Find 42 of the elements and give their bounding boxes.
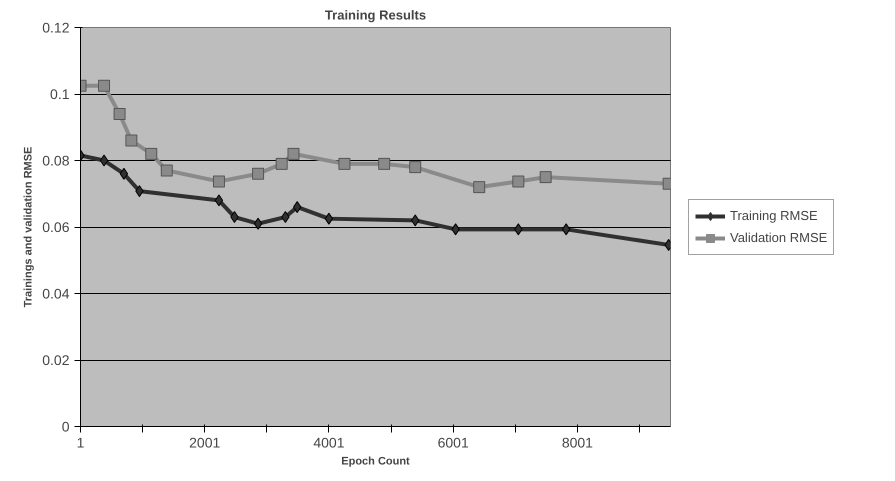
- point: [276, 158, 288, 170]
- point: [409, 161, 422, 174]
- x-tick-label: 4001: [313, 434, 345, 450]
- y-tick-label: 0.1: [50, 86, 70, 102]
- point: [378, 158, 390, 170]
- point: [160, 164, 173, 176]
- point: [252, 168, 264, 180]
- point: [230, 211, 239, 224]
- point: [100, 154, 108, 166]
- legend-label: Training RMSE: [730, 208, 818, 223]
- y-tick-label: 0.02: [42, 352, 70, 368]
- x-tick-label: 6001: [438, 434, 469, 450]
- y-tick-label: 0.12: [42, 20, 70, 36]
- x-axis-title: Epoch Count: [341, 456, 410, 468]
- point: [135, 185, 144, 198]
- point: [212, 175, 225, 188]
- point: [114, 108, 126, 120]
- point: [338, 158, 350, 170]
- point: [145, 148, 158, 160]
- y-tick-label: 0.04: [42, 286, 70, 302]
- y-tick-label: 0.08: [42, 152, 70, 168]
- x-tick-label: 8001: [562, 434, 594, 450]
- point: [473, 181, 486, 194]
- point: [562, 223, 570, 236]
- point: [540, 171, 552, 184]
- y-tick-label: 0.06: [42, 219, 70, 235]
- point: [120, 168, 128, 180]
- y-tick-label: 0: [62, 418, 70, 434]
- point: [214, 194, 224, 206]
- x-tick-label: 2001: [189, 434, 221, 450]
- point: [287, 148, 300, 160]
- point: [98, 80, 110, 92]
- point: [125, 134, 138, 147]
- point: [254, 218, 262, 230]
- point: [451, 223, 460, 236]
- point: [512, 175, 524, 188]
- point: [281, 211, 290, 224]
- point: [324, 212, 334, 225]
- x-tick-label: 1: [76, 434, 85, 450]
- chart-title: Training Results: [324, 8, 426, 22]
- legend-label: Validation RMSE: [730, 230, 828, 245]
- y-axis-title: Trainings and validation RMSE: [22, 146, 34, 308]
